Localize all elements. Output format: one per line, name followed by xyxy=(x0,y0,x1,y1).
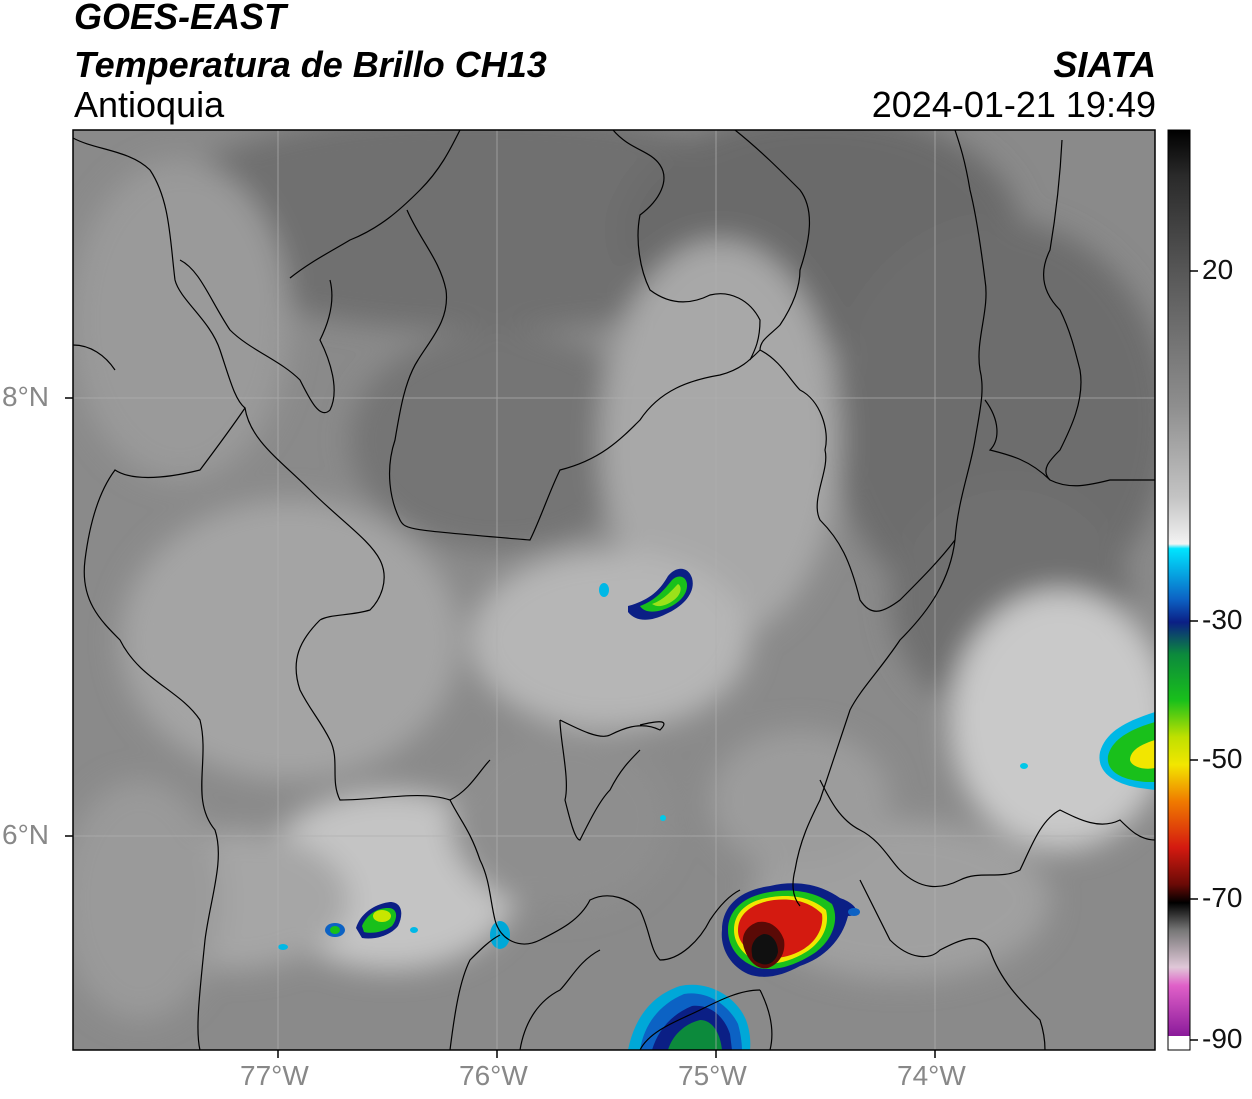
lon-tick-label: 77°W xyxy=(240,1060,309,1091)
cold-cloud-tops xyxy=(278,568,1155,1050)
colorbar-tick-label: -30 xyxy=(1202,604,1243,635)
lon-tick-label: 75°W xyxy=(678,1060,747,1091)
gridlines xyxy=(73,130,1155,1050)
region-label: Antioquia xyxy=(74,84,225,125)
boundaries xyxy=(73,130,1155,1050)
colorbar xyxy=(1167,129,1191,1051)
map-frame xyxy=(72,129,1156,1051)
lon-tick-label: 74°W xyxy=(897,1060,966,1091)
lon-tick-label: 76°W xyxy=(459,1060,528,1091)
organization-label: SIATA xyxy=(1053,44,1156,85)
datetime-label: 2024-01-21 19:49 xyxy=(871,84,1156,125)
colorbar-tick-label: -70 xyxy=(1202,882,1243,913)
lat-tick-label: 8°N xyxy=(2,381,49,412)
satellite-image xyxy=(73,130,1155,1050)
colorbar-tick-marks xyxy=(1190,270,1198,1041)
satellite-title: GOES-EAST xyxy=(74,0,287,37)
lat-tick-label: 6°N xyxy=(2,819,49,850)
product-title: Temperatura de Brillo CH13 xyxy=(74,44,547,85)
colorbar-tick-label: -90 xyxy=(1202,1023,1243,1054)
colorbar-tick-label: 20 xyxy=(1202,254,1234,285)
map-tick-marks xyxy=(65,397,936,1058)
colorbar-tick-label: -50 xyxy=(1202,743,1243,774)
